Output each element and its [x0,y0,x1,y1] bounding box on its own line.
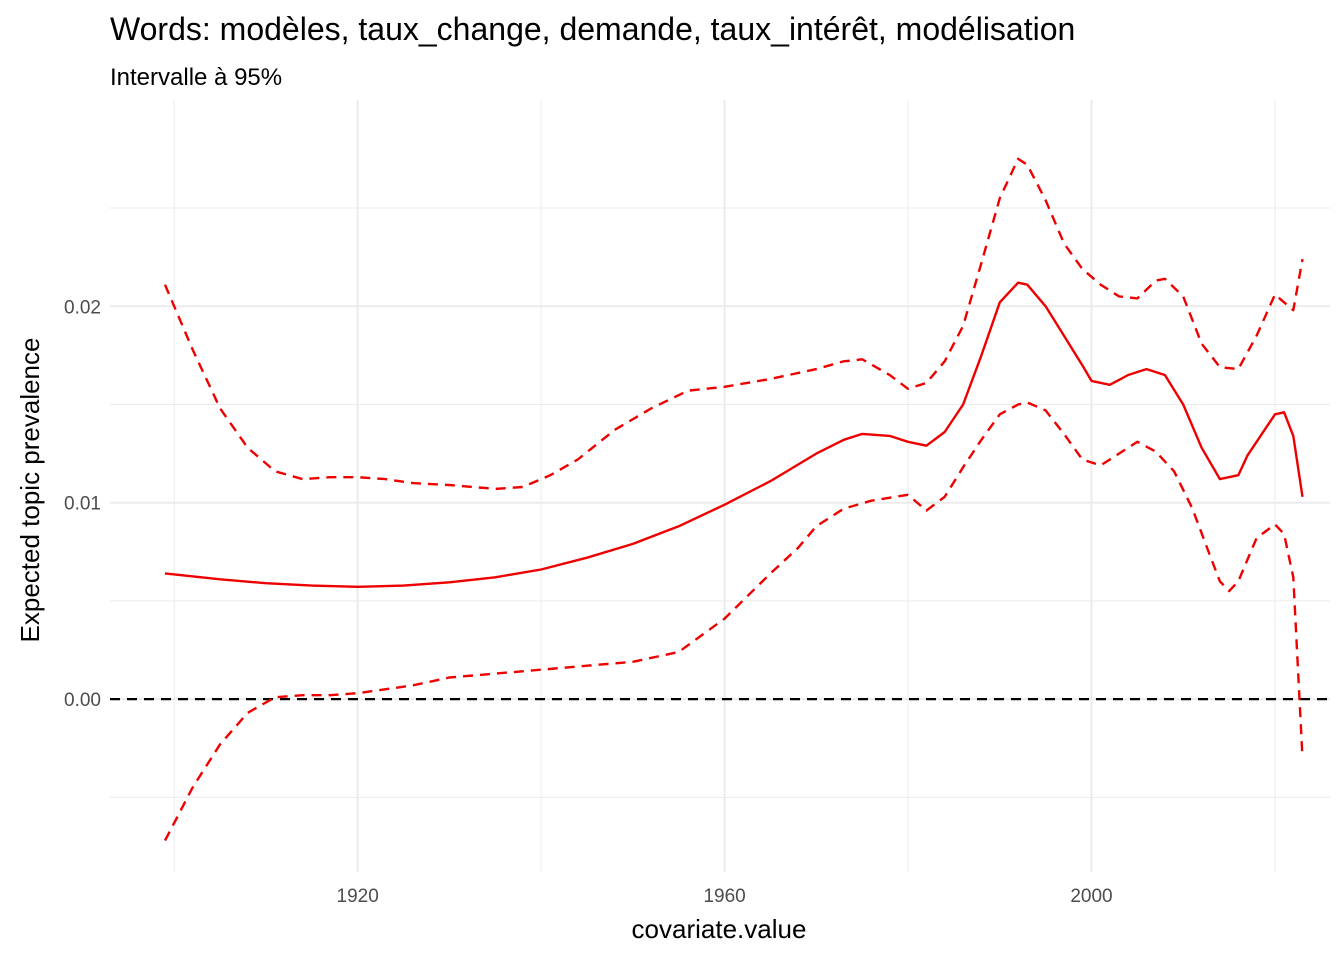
x-tick-label: 1920 [337,886,379,907]
series-line-upper [163,157,1304,491]
y-tick-label: 0.02 [64,297,101,318]
series-line-estimate [164,281,1304,588]
x-axis-title: covariate.value [632,914,807,944]
y-tick-label: 0.01 [64,494,101,515]
chart-title: Words: modèles, taux_change, demande, ta… [110,11,1075,47]
series-lines [163,157,1304,842]
y-tick-label: 0.00 [64,690,101,711]
x-tick-label: 2000 [1070,886,1112,907]
series-line-lower [163,401,1304,842]
x-tick-label: 1960 [703,886,745,907]
y-axis-title: Expected topic prevalence [15,338,45,643]
chart-subtitle: Intervalle à 95% [110,64,282,91]
gridlines [110,100,1330,872]
y-axis-ticks: 0.00 0.01 0.02 [64,297,101,711]
x-axis-ticks: 1920 1960 2000 [337,886,1113,907]
